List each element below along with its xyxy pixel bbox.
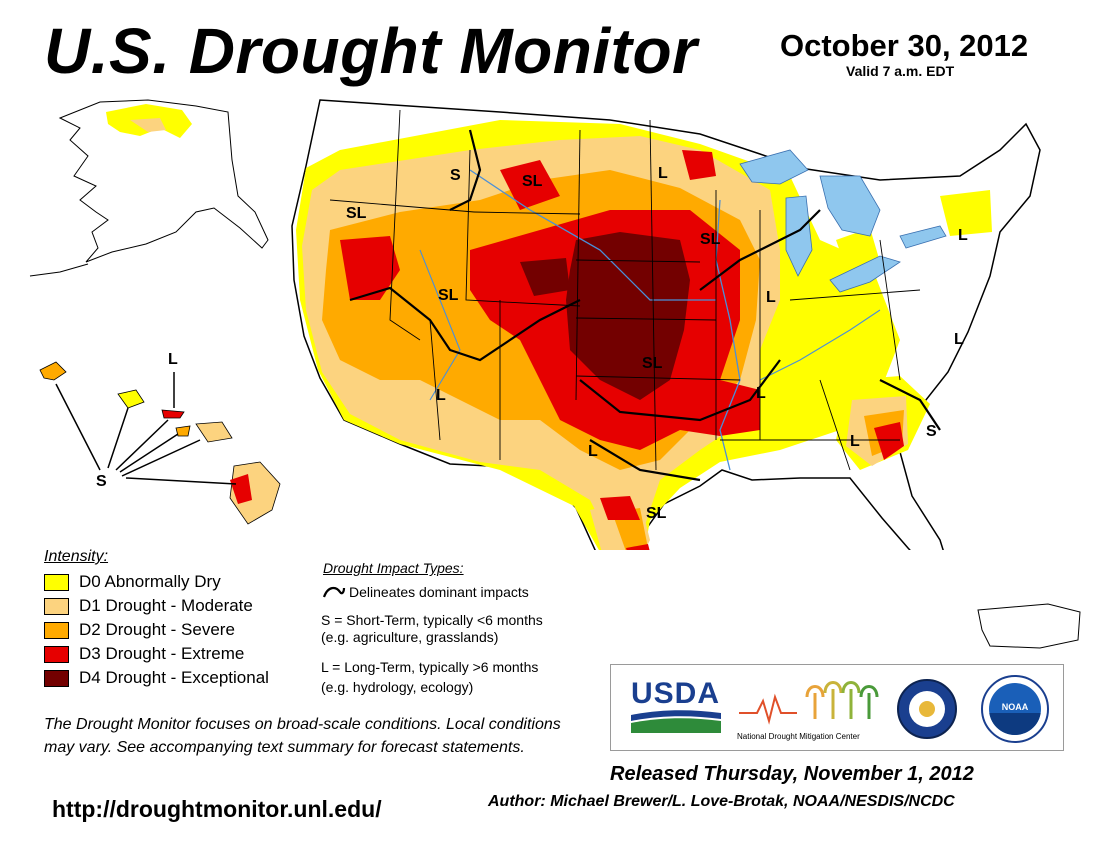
impact-delineates: Delineates dominant impacts	[349, 584, 529, 600]
legend-swatch	[44, 645, 69, 663]
noaa-logo-text: NOAA	[1001, 702, 1029, 712]
legend-item-d4: D4 Drought - Exceptional	[44, 668, 269, 688]
usda-logo-text: USDA	[631, 677, 721, 710]
map-label-sl: SL	[646, 505, 667, 522]
map-label-s: S	[926, 423, 937, 440]
map-date: October 30, 2012	[780, 28, 1029, 63]
ndmc-logo: National Drought Mitigation Center	[737, 673, 887, 743]
impact-short-term: S = Short-Term, typically <6 months	[321, 612, 543, 628]
map-label-l: L	[958, 227, 968, 244]
legend-item-d0: D0 Abnormally Dry	[44, 572, 221, 592]
legend-label: D1 Drought - Moderate	[79, 596, 253, 615]
impact-long-term: L = Long-Term, typically >6 months	[321, 659, 539, 675]
hawaii-map	[39, 361, 281, 525]
map-label-s: S	[96, 473, 107, 490]
map-label-sl: SL	[700, 231, 721, 248]
tree-icon	[739, 681, 879, 725]
legend-title: Intensity:	[44, 548, 109, 565]
puerto-rico-inset	[977, 603, 1081, 649]
drought-map: SL SL SL SL SL SL S S S L L L L L L L L …	[29, 99, 1041, 550]
author-credit: Author: Michael Brewer/L. Love-Brotak, N…	[488, 793, 955, 810]
map-label-l: L	[436, 387, 446, 404]
legend-label: D4 Drought - Exceptional	[79, 668, 269, 687]
map-label-l: L	[850, 433, 860, 450]
legend-item-d3: D3 Drought - Extreme	[44, 644, 244, 664]
impact-types-title: Drought Impact Types:	[323, 560, 464, 576]
usda-logo: USDA	[631, 679, 721, 735]
website-link[interactable]: http://droughtmonitor.unl.edu/	[52, 796, 382, 822]
ndmc-logo-text: National Drought Mitigation Center	[737, 732, 860, 741]
map-label-l: L	[954, 331, 964, 348]
map-label-sl: SL	[642, 355, 663, 372]
legend-swatch	[44, 573, 69, 591]
legend-swatch	[44, 597, 69, 615]
map-label-sl: SL	[438, 287, 459, 304]
legend-item-d2: D2 Drought - Severe	[44, 620, 235, 640]
map-label-sl: SL	[522, 173, 543, 190]
map-label-sl: SL	[346, 205, 367, 222]
legend-label: D0 Abnormally Dry	[79, 572, 221, 591]
map-label-l: L	[756, 385, 766, 402]
legend-label: D3 Drought - Extreme	[79, 644, 245, 663]
map-label-l: L	[168, 351, 178, 368]
map-label-l: L	[588, 443, 598, 460]
impact-line-icon	[322, 586, 346, 598]
legend-label: D2 Drought - Severe	[79, 620, 235, 639]
conus-map	[291, 99, 1041, 550]
disclaimer-text: The Drought Monitor focuses on broad-sca…	[44, 716, 561, 756]
page-title: U.S. Drought Monitor	[44, 15, 698, 87]
legend-swatch	[44, 621, 69, 639]
map-label-s: S	[450, 167, 461, 184]
legend-swatch	[44, 669, 69, 687]
map-label-l: L	[766, 289, 776, 306]
map-label-l: L	[658, 165, 668, 182]
valid-time: Valid 7 a.m. EDT	[846, 63, 955, 79]
agency-logos: USDA National Drought Mitigation Center …	[610, 664, 1064, 751]
alaska-map	[29, 99, 269, 277]
impact-short-term-example: (e.g. agriculture, grasslands)	[321, 629, 499, 645]
commerce-seal-icon	[897, 679, 957, 739]
release-date: Released Thursday, November 1, 2012	[610, 763, 974, 785]
usda-fields-icon	[631, 710, 721, 733]
noaa-logo: NOAA	[981, 675, 1049, 743]
impact-long-term-example: (e.g. hydrology, ecology)	[321, 679, 474, 695]
legend-item-d1: D1 Drought - Moderate	[44, 596, 253, 616]
